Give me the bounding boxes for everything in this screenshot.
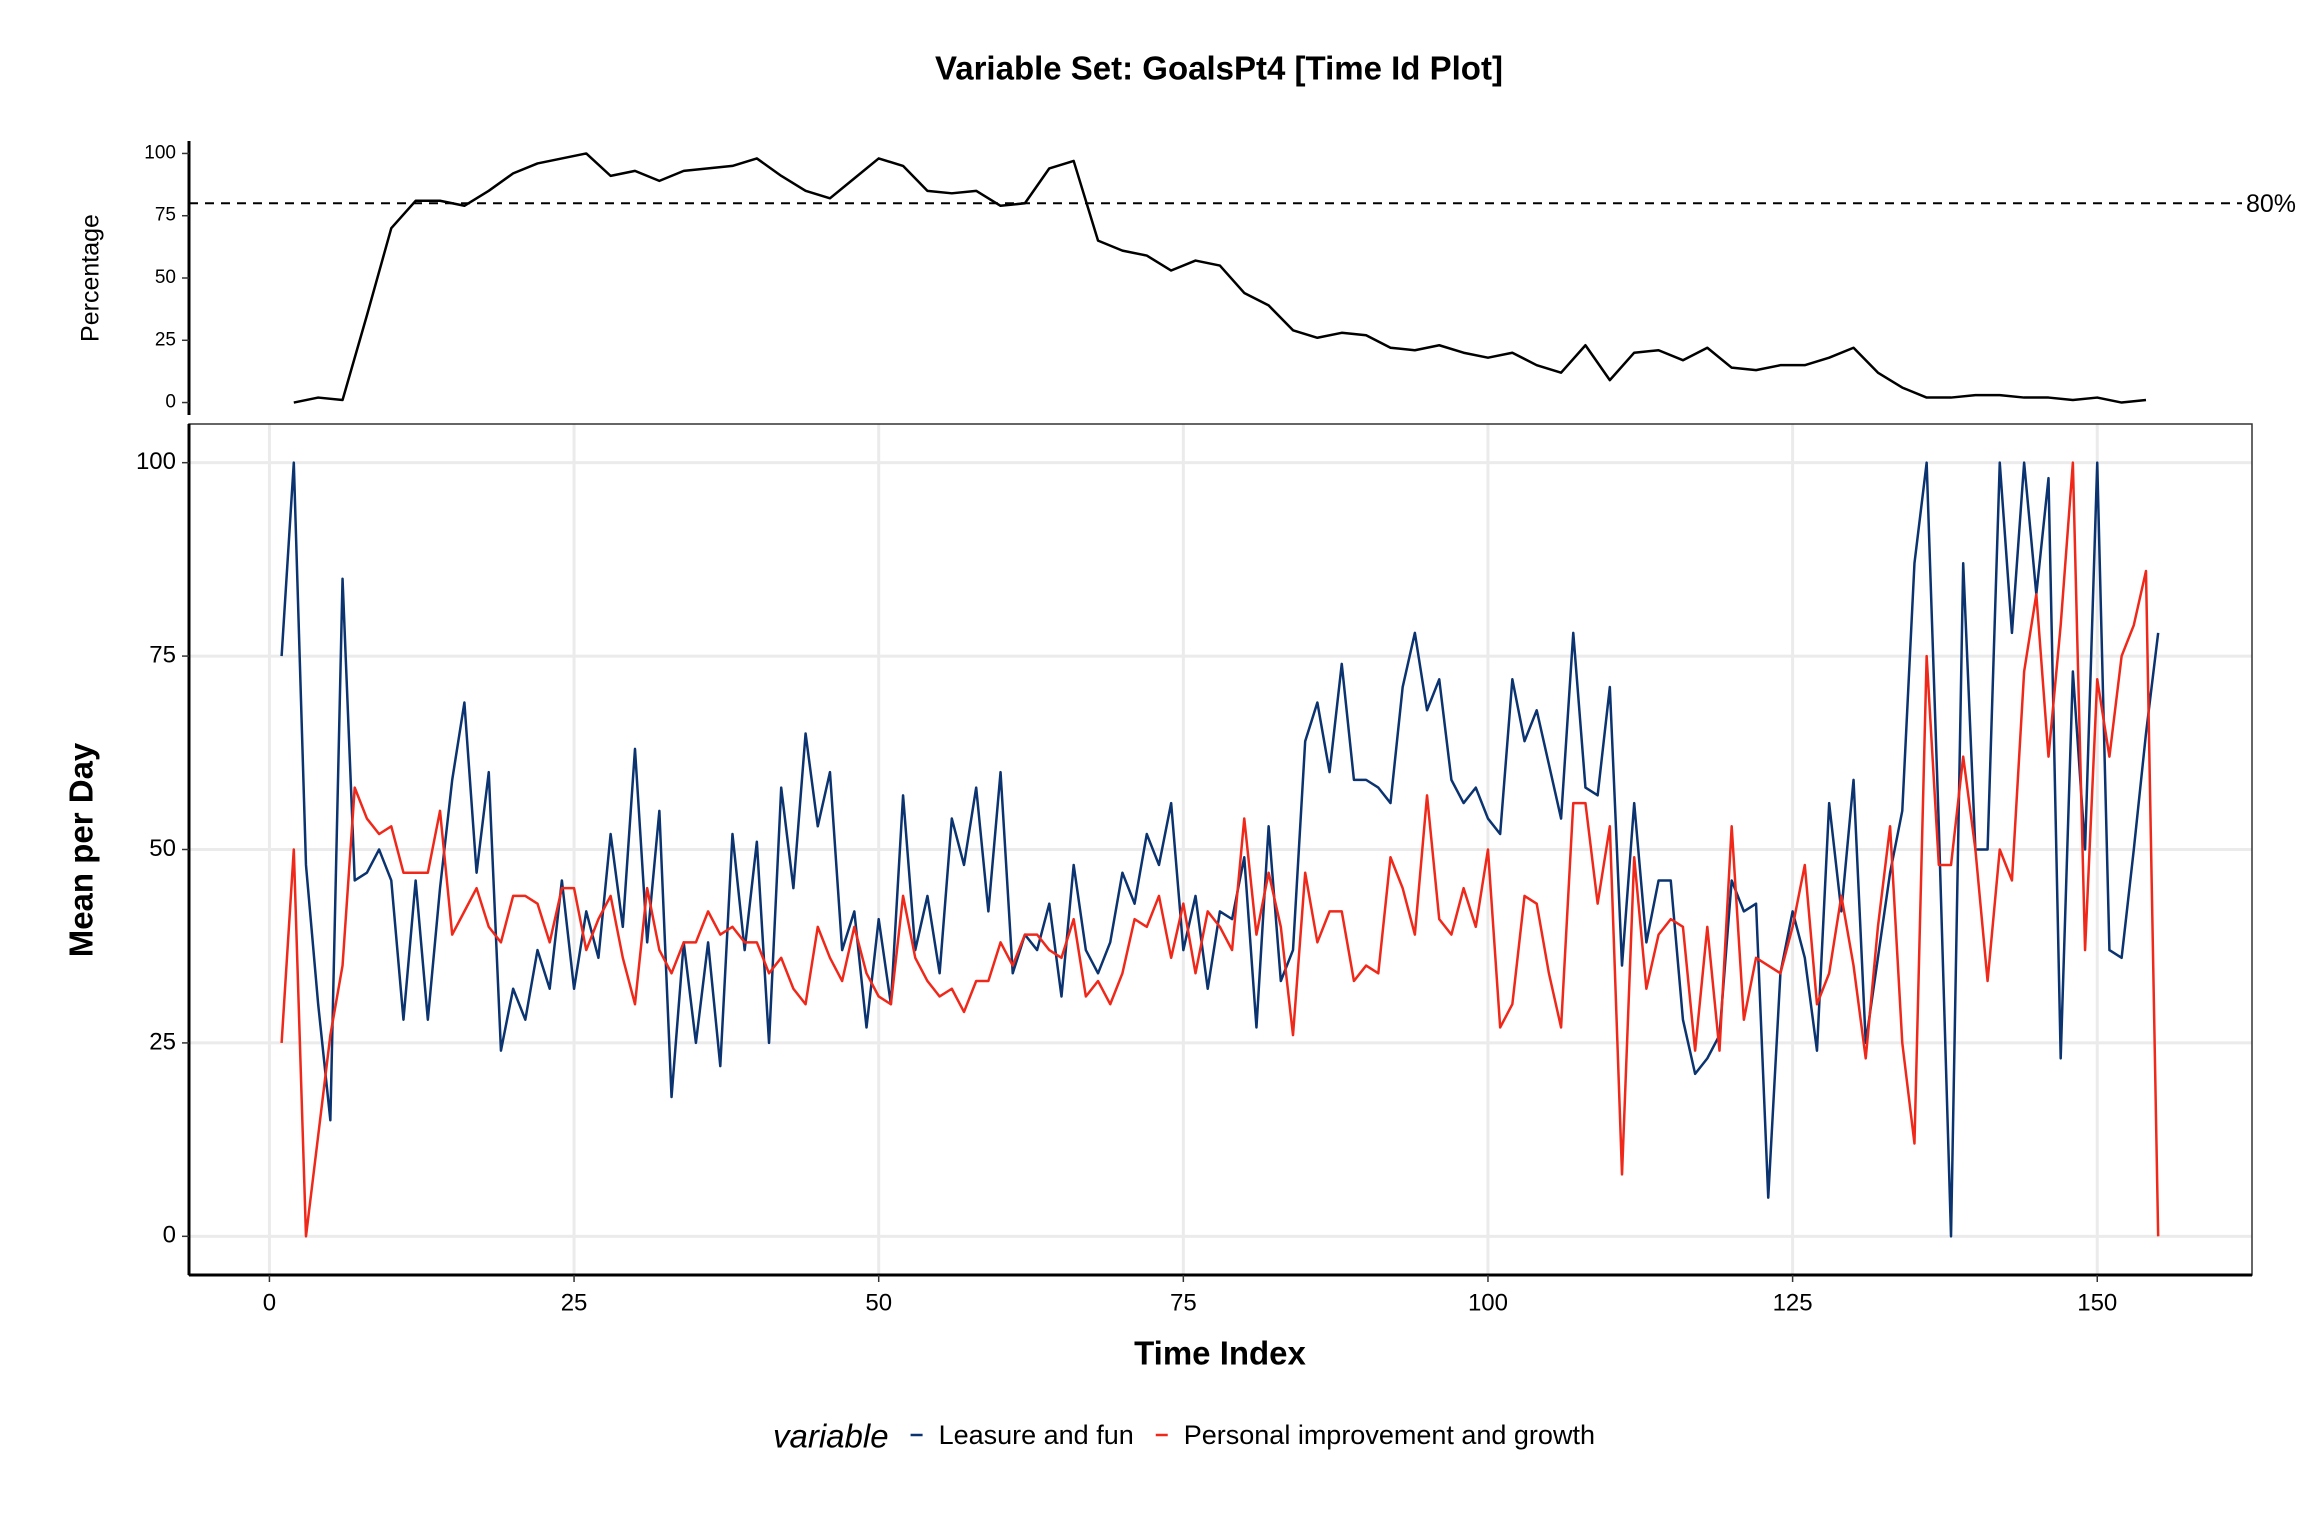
legend-label: Leasure and fun <box>939 1420 1134 1450</box>
x-axis-label: Time Index <box>1134 1335 1306 1372</box>
y-tick-label: 25 <box>149 1028 176 1055</box>
threshold-label: 80% <box>2246 190 2296 218</box>
x-tick-label: 50 <box>865 1289 892 1316</box>
y-tick-label: 0 <box>163 1222 176 1249</box>
x-tick-label: 150 <box>2077 1289 2117 1316</box>
y-tick-label: 50 <box>149 835 176 862</box>
x-tick-label: 100 <box>1468 1289 1508 1316</box>
series-line <box>280 461 2160 1238</box>
x-tick-label: 75 <box>1170 1289 1197 1316</box>
chart-title: Variable Set: GoalsPt4 [Time Id Plot] <box>935 50 1503 87</box>
y-tick-label: 100 <box>136 448 176 475</box>
x-tick-label: 0 <box>263 1289 276 1316</box>
x-tick-label: 25 <box>561 1289 588 1316</box>
legend-title: variable <box>773 1418 889 1455</box>
y-tick-label: 50 <box>155 267 176 288</box>
y-axis-label: Percentage <box>77 214 105 342</box>
series-line <box>293 152 2147 404</box>
series-line <box>280 461 2160 1238</box>
y-tick-label: 0 <box>165 392 176 413</box>
legend-label: Personal improvement and growth <box>1184 1420 1595 1450</box>
y-axis-label: Mean per Day <box>63 742 100 957</box>
y-tick-label: 25 <box>155 329 176 350</box>
y-tick-label: 75 <box>155 205 176 226</box>
y-tick-label: 75 <box>149 641 176 668</box>
x-tick-label: 125 <box>1773 1289 1813 1316</box>
y-tick-label: 100 <box>144 142 176 163</box>
